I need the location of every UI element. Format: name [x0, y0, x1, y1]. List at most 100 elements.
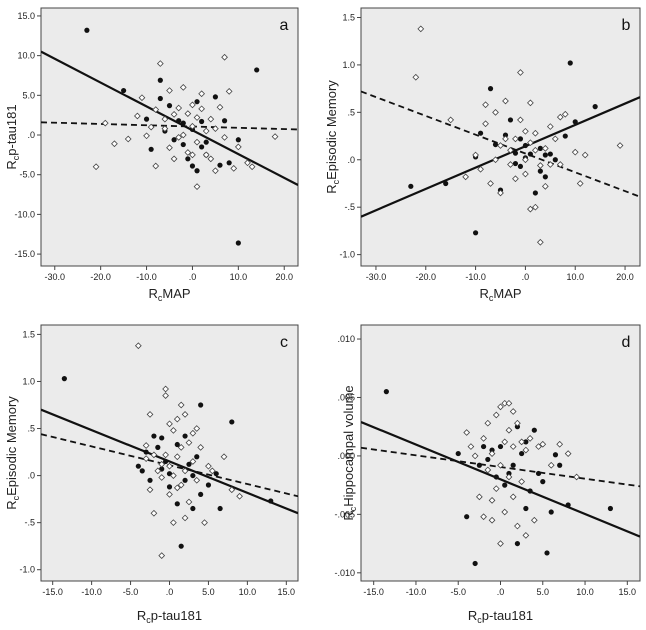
data-point-open: [181, 411, 189, 418]
data-point-filled: [537, 168, 543, 174]
data-point-open: [417, 25, 425, 33]
x-axis-label: Rcp-tau181: [137, 608, 202, 625]
data-point-open: [230, 164, 238, 172]
data-point-open: [477, 165, 484, 173]
x-tick-label: -20.0: [416, 272, 437, 282]
data-point-filled: [607, 505, 614, 512]
data-point-filled: [464, 514, 470, 520]
data-point-filled: [143, 449, 149, 455]
data-point-open: [471, 452, 479, 460]
panel-letter: a: [280, 17, 289, 34]
data-point-filled: [544, 550, 550, 556]
data-point-open: [142, 442, 150, 449]
x-tick-label: -5.0: [450, 587, 466, 597]
data-point-open: [532, 146, 539, 154]
y-tick-label: 10.0: [17, 51, 35, 61]
data-point-open: [462, 173, 469, 181]
data-point-filled: [542, 174, 548, 180]
data-point-open: [170, 427, 177, 434]
data-point-open: [212, 125, 219, 133]
data-point-open: [173, 484, 181, 492]
data-point-open: [492, 411, 500, 419]
data-point-filled: [139, 468, 145, 474]
data-point-open: [177, 443, 185, 451]
panel-letter: b: [622, 17, 631, 34]
data-point-filled: [199, 118, 205, 125]
data-point-filled: [552, 157, 558, 163]
data-point-open: [162, 385, 169, 393]
data-point-filled: [229, 419, 235, 425]
data-point-open: [546, 123, 554, 130]
data-point-open: [522, 446, 530, 454]
data-point-open: [101, 119, 109, 127]
fit-line-solid: [41, 408, 298, 515]
data-point-filled: [567, 60, 573, 66]
data-point-open: [512, 135, 519, 143]
data-point-open: [212, 167, 219, 175]
data-point-open: [173, 415, 181, 423]
data-point-open: [517, 69, 524, 76]
data-point-open: [193, 183, 201, 190]
data-point-filled: [221, 118, 228, 124]
data-point-open: [207, 155, 215, 163]
data-point-open: [501, 508, 509, 516]
data-point-filled: [268, 498, 274, 504]
data-point-open: [561, 110, 569, 118]
data-point-filled: [540, 479, 546, 485]
data-point-open: [556, 161, 564, 168]
data-point-open: [507, 161, 514, 168]
data-point-filled: [171, 137, 177, 143]
y-tick-label: 1.5: [22, 329, 35, 339]
data-point-open: [547, 461, 555, 469]
data-point-filled: [455, 450, 461, 457]
x-tick-label: -30.0: [366, 272, 387, 282]
data-point-open: [216, 103, 224, 111]
data-point-filled: [514, 424, 521, 430]
data-point-open: [193, 114, 201, 121]
data-point-open: [502, 97, 509, 105]
data-point-open: [488, 496, 496, 504]
y-tick-label: 1.0: [342, 60, 355, 70]
data-point-filled: [517, 163, 524, 170]
data-point-filled: [235, 240, 241, 246]
data-point-filled: [190, 472, 196, 479]
data-point-filled: [493, 474, 499, 480]
data-point-filled: [121, 87, 127, 94]
data-point-open: [197, 443, 205, 451]
y-tick-label: -1.0: [339, 250, 355, 260]
x-tick-label: -15.0: [363, 587, 384, 597]
data-point-open: [220, 453, 228, 461]
y-axis-label: RcHippocampal volume: [341, 385, 358, 520]
data-point-filled: [147, 477, 153, 483]
data-point-open: [156, 60, 164, 67]
x-tick-label: -30.0: [45, 272, 66, 282]
data-point-open: [475, 493, 483, 501]
data-point-filled: [506, 470, 512, 477]
data-point-open: [92, 163, 100, 171]
plot-area: [40, 7, 299, 267]
data-point-open: [189, 101, 196, 109]
data-point-open: [221, 134, 228, 141]
data-point-open: [501, 438, 509, 446]
data-point-filled: [562, 133, 568, 139]
data-point-filled: [163, 458, 169, 465]
x-tick-label: -10.0: [406, 587, 427, 597]
data-point-open: [484, 419, 492, 427]
data-point-open: [546, 161, 554, 168]
data-point-open: [162, 451, 169, 459]
y-tick-label: -15.0: [14, 249, 35, 259]
data-point-filled: [186, 461, 192, 467]
data-point-filled: [502, 132, 509, 138]
x-tick-label: .0: [522, 272, 530, 282]
y-axis-label: RcEpisodic Memory: [4, 396, 21, 510]
data-point-filled: [408, 183, 414, 189]
data-point-open: [154, 467, 162, 475]
data-point-open: [541, 145, 549, 152]
data-point-open: [522, 170, 529, 178]
fit-line-solid: [361, 96, 640, 218]
data-point-open: [248, 163, 256, 171]
data-point-open: [536, 162, 544, 169]
data-point-filled: [514, 540, 521, 547]
data-point-filled: [217, 505, 223, 512]
data-point-open: [535, 443, 542, 450]
